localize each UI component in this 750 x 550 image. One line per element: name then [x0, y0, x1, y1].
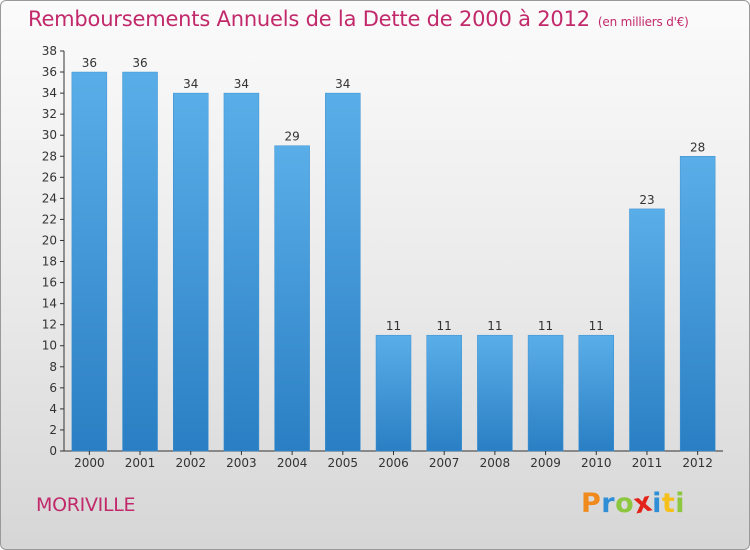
y-tick-label: 0: [49, 444, 57, 458]
bar: [477, 334, 513, 452]
bar: [375, 334, 412, 452]
y-tick-label: 26: [42, 170, 57, 184]
bar: [122, 71, 158, 452]
y-tick-label: 16: [42, 276, 57, 290]
y-tick-label: 22: [42, 212, 57, 226]
y-tick-label: 18: [42, 255, 57, 269]
x-tick-label: 2001: [125, 456, 156, 470]
bar-value-label: 36: [132, 56, 147, 70]
bar-value-label: 11: [589, 319, 604, 333]
x-tick-label: 2003: [226, 456, 257, 470]
y-tick-label: 28: [42, 149, 57, 163]
y-tick-label: 12: [42, 318, 57, 332]
chart-subtitle: (en milliers d'€): [597, 15, 689, 29]
proxiti-logo: Proxiti: [581, 486, 691, 528]
x-tick-label: 2008: [480, 456, 511, 470]
x-tick-label: 2005: [328, 456, 359, 470]
bar-value-label: 29: [284, 130, 299, 144]
x-tick-label: 2004: [277, 456, 308, 470]
y-tick-label: 38: [42, 44, 57, 58]
bar: [527, 334, 564, 452]
x-tick-label: 2011: [632, 456, 663, 470]
x-tick-label: 2012: [682, 456, 713, 470]
bar: [629, 208, 665, 452]
bar-value-label: 11: [538, 319, 553, 333]
x-tick-label: 2010: [581, 456, 612, 470]
y-tick-label: 34: [42, 86, 57, 100]
bar-value-label: 34: [234, 77, 249, 91]
commune-name: MORIVILLE: [36, 494, 136, 516]
y-tick-label: 36: [42, 65, 57, 79]
bar: [426, 334, 462, 452]
chart-title-text: Remboursements Annuels de la Dette de 20…: [28, 7, 590, 31]
bar-value-label: 11: [487, 319, 502, 333]
logo-letter: P: [581, 488, 602, 519]
y-tick-label: 4: [49, 402, 57, 416]
bar-value-label: 36: [82, 56, 97, 70]
bar: [274, 145, 310, 452]
bar-value-label: 11: [386, 319, 401, 333]
bar: [325, 92, 361, 452]
bar: [578, 334, 615, 452]
bar: [223, 92, 260, 452]
x-tick-label: 2002: [175, 456, 206, 470]
y-tick-label: 24: [42, 191, 57, 205]
bar-value-label: 34: [183, 77, 198, 91]
y-tick-label: 8: [49, 360, 57, 374]
bar: [71, 71, 108, 452]
bar-value-label: 23: [639, 193, 654, 207]
chart-title: Remboursements Annuels de la Dette de 20…: [28, 7, 689, 31]
x-tick-label: 2006: [378, 456, 409, 470]
x-tick-label: 2000: [74, 456, 105, 470]
x-tick-label: 2007: [429, 456, 460, 470]
logo-letter: o: [615, 488, 635, 519]
y-tick-label: 6: [49, 381, 57, 395]
bar-value-label: 11: [437, 319, 452, 333]
logo-letter: i: [652, 488, 662, 519]
y-tick-label: 14: [42, 297, 57, 311]
y-tick-label: 2: [49, 423, 57, 437]
y-tick-label: 30: [42, 128, 57, 142]
y-tick-label: 20: [42, 233, 57, 247]
y-tick-label: 10: [42, 339, 57, 353]
x-tick-label: 2009: [530, 456, 561, 470]
bar: [679, 156, 716, 452]
bar-value-label: 28: [690, 140, 705, 154]
y-tick-label: 32: [42, 107, 57, 121]
bar-value-label: 34: [335, 77, 350, 91]
logo-letter: r: [601, 488, 616, 519]
bar: [172, 92, 209, 452]
logo-letter: t: [661, 488, 676, 519]
logo-letter: i: [675, 488, 686, 519]
